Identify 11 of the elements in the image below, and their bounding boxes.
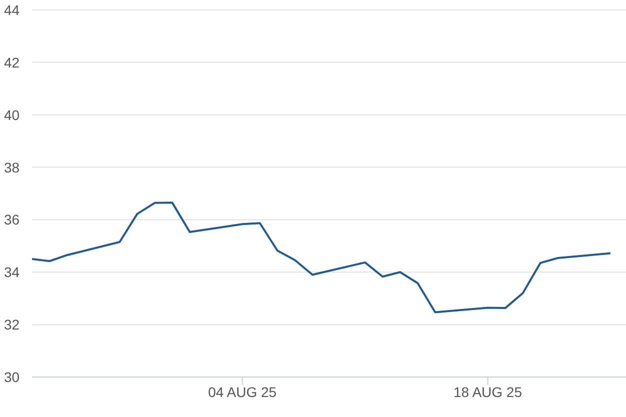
y-tick-label: 40 (4, 106, 20, 123)
x-tick-label: 18 AUG 25 (454, 384, 522, 400)
y-tick-label: 44 (4, 2, 20, 18)
x-tick-label: 04 AUG 25 (208, 384, 277, 400)
y-tick-label: 36 (4, 212, 20, 228)
y-tick-label: 38 (4, 159, 20, 176)
y-tick-label: 42 (4, 54, 20, 70)
line-series (32, 202, 612, 314)
y-tick-label: 32 (4, 316, 20, 333)
y-tick-label: 34 (4, 264, 20, 280)
y-tick-label: 30 (4, 368, 20, 385)
